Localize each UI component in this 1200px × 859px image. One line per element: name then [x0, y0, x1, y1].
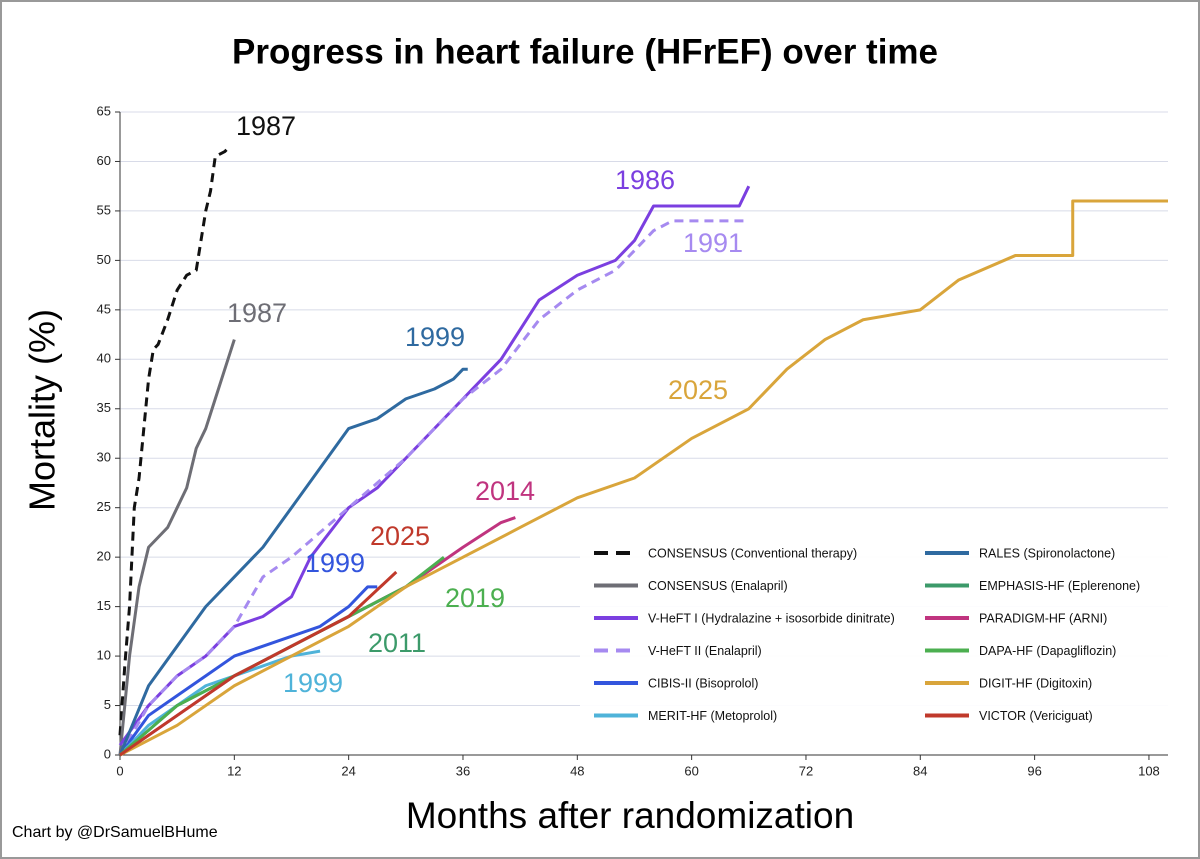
series-line: [118, 367, 468, 756]
legend-label: DAPA-HF (Dapagliflozin): [979, 644, 1116, 658]
y-tick-label: 30: [97, 450, 111, 465]
x-tick-label: 48: [570, 763, 584, 778]
x-tick-label: 24: [341, 763, 355, 778]
x-tick-label: 84: [913, 763, 927, 778]
legend-box: [580, 532, 1168, 742]
series-label: 2019: [445, 583, 505, 613]
series-line: [119, 199, 1168, 757]
series-line: [118, 145, 231, 736]
series-line: [118, 339, 236, 756]
y-tick-label: 50: [97, 252, 111, 267]
legend-label: EMPHASIS-HF (Eplerenone): [979, 579, 1140, 593]
chart-title: Progress in heart failure (HFrEF) over t…: [232, 32, 938, 71]
series-label: 1987: [227, 298, 287, 328]
legend-label: DIGIT-HF (Digitoxin): [979, 676, 1092, 690]
y-tick-label: 40: [97, 351, 111, 366]
y-tick-label: 65: [97, 103, 111, 118]
legend-label: CONSENSUS (Enalapril): [648, 579, 788, 593]
x-tick-label: 108: [1138, 763, 1160, 778]
x-tick-label: 0: [116, 763, 123, 778]
y-tick-label: 45: [97, 301, 111, 316]
legend-label: RALES (Spironolactone): [979, 546, 1115, 560]
series-label: 2014: [475, 476, 535, 506]
series-label: 1999: [305, 548, 365, 578]
legend-label: PARADIGM-HF (ARNI): [979, 611, 1107, 625]
legend-label: VICTOR (Vericiguat): [979, 709, 1093, 723]
series-label: 1987: [236, 111, 296, 141]
series-label: 1986: [615, 165, 675, 195]
credit: Chart by @DrSamuelBHume: [12, 824, 218, 841]
x-tick-label: 36: [456, 763, 470, 778]
legend-label: CIBIS-II (Bisoprolol): [648, 676, 758, 690]
y-tick-label: 35: [97, 400, 111, 415]
y-tick-label: 20: [97, 549, 111, 564]
legend-label: CONSENSUS (Conventional therapy): [648, 546, 857, 560]
series-line: [118, 185, 751, 746]
x-axis-label: Months after randomization: [406, 795, 854, 836]
y-tick-label: 55: [97, 202, 111, 217]
x-tick-label: 72: [799, 763, 813, 778]
x-tick-label: 12: [227, 763, 241, 778]
legend-label: MERIT-HF (Metoprolol): [648, 709, 777, 723]
series-line: [118, 585, 378, 756]
series-label: 1999: [405, 322, 465, 352]
y-axis-label: Mortality (%): [22, 309, 63, 511]
y-tick-label: 5: [104, 697, 111, 712]
legend-label: V-HeFT II (Enalapril): [648, 644, 762, 658]
x-tick-label: 96: [1027, 763, 1041, 778]
y-tick-label: 60: [97, 153, 111, 168]
legend-label: V-HeFT I (Hydralazine + isosorbide dinit…: [648, 611, 895, 625]
series-label: 2011: [368, 628, 426, 658]
series-label: 2025: [668, 375, 728, 405]
y-tick-label: 15: [97, 598, 111, 613]
x-tick-label: 60: [684, 763, 698, 778]
series-line: [118, 219, 749, 756]
y-tick-label: 10: [97, 648, 111, 663]
series-label: 2025: [370, 521, 430, 551]
y-tick-label: 0: [104, 746, 111, 761]
series-line: [119, 570, 398, 757]
series-label: 1999: [283, 668, 343, 698]
series-label: 1991: [683, 228, 743, 258]
y-tick-label: 25: [97, 499, 111, 514]
